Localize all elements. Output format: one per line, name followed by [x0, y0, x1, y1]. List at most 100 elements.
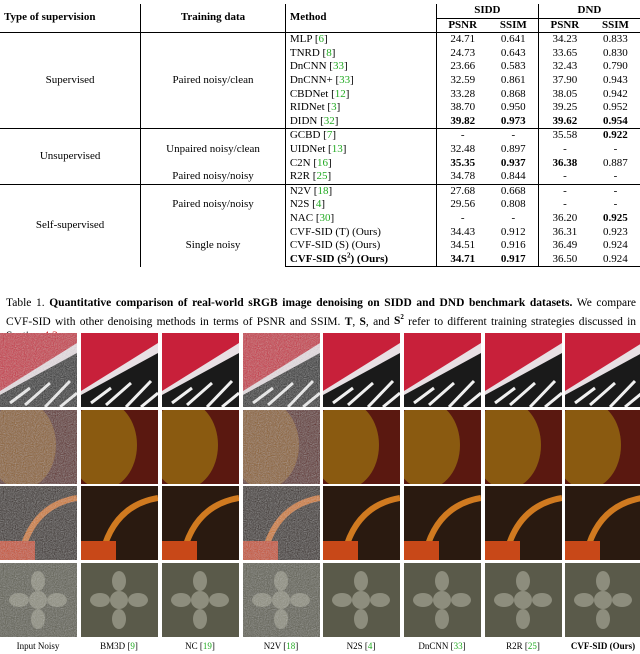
sidd-psnr: 32.59 [450, 73, 476, 86]
dnd-ssim: 0.923 [603, 225, 628, 238]
training-paired-noisy-clean: Paired noisy/clean [140, 32, 286, 129]
sidd-ssim: 0.808 [488, 198, 539, 212]
sidd-psnr: 35.35 [450, 156, 476, 169]
table-row: CVF-SID (S) (Ours) 34.51 0.916 36.49 0.9… [0, 239, 640, 253]
sidd-psnr: 34.78 [450, 170, 476, 183]
sidd-ssim: 0.897 [488, 142, 539, 157]
image-label: R2R [25] [506, 641, 540, 651]
sidd-ssim: 0.973 [488, 114, 539, 129]
patch-image [162, 486, 239, 560]
image-label: N2V [18] [263, 641, 299, 651]
method-cell: N2S [4] [285, 198, 437, 212]
sidd-ssim: 0.583 [488, 60, 539, 74]
dnd-ssim: 0.942 [603, 87, 628, 100]
header-training-data: Training data [140, 4, 286, 33]
patch-image [323, 486, 400, 560]
dnd-ssim: 0.833 [590, 32, 640, 47]
sidd-psnr: 23.66 [450, 60, 476, 73]
patch-image [565, 486, 640, 560]
comparison-image-grid [0, 333, 640, 639]
sidd-ssim: 0.868 [488, 87, 539, 102]
dnd-psnr: 36.38 [552, 156, 578, 169]
sidd-psnr: 24.71 [436, 32, 489, 47]
patch-image [485, 486, 562, 560]
image-label: N2S [4] [346, 641, 376, 651]
dnd-psnr: - [563, 142, 567, 155]
sidd-psnr: 38.70 [450, 101, 476, 114]
dnd-psnr: 38.05 [552, 87, 578, 100]
dnd-psnr: 36.49 [552, 239, 578, 252]
sidd-psnr: 24.73 [450, 46, 476, 59]
group-supervised: Supervised [0, 32, 142, 129]
dnd-psnr: 35.58 [538, 128, 591, 143]
sidd-ssim: 0.950 [488, 101, 539, 115]
table-row: Supervised Paired noisy/clean MLP [6] 24… [0, 32, 640, 129]
header-sidd: SIDD [436, 4, 539, 19]
patch-image [243, 486, 320, 560]
patch-image [243, 410, 320, 484]
sidd-psnr: 34.51 [450, 239, 476, 252]
method-cell: NAC [30] [285, 211, 437, 226]
method-cell: CVF-SID (S) (Ours) [285, 239, 437, 253]
header-dnd-psnr: PSNR [538, 17, 591, 33]
patch-image [323, 410, 400, 484]
method-cell: CVF-SID (S2) (Ours) [285, 252, 437, 268]
patch-image [404, 410, 481, 484]
table-row: CBDNet [12] 33.28 0.868 38.05 0.942 [0, 87, 640, 102]
dnd-ssim: 0.925 [603, 211, 628, 224]
image-label: BM3D [9] [100, 641, 138, 651]
image-label: NC [19] [185, 641, 215, 651]
table-row: C2N [16] 35.35 0.937 36.38 0.887 [0, 156, 640, 171]
method-cell: GCBD [7] [285, 128, 437, 143]
table-row: NAC [30] - - 36.20 0.925 [0, 211, 640, 226]
patch-image [162, 563, 239, 637]
patch-image [565, 563, 640, 637]
dnd-psnr: 32.43 [552, 60, 578, 73]
image-label: DnCNN [33] [418, 641, 466, 651]
header-sidd-psnr: PSNR [436, 17, 489, 33]
sidd-ssim: 0.916 [488, 239, 539, 253]
dnd-ssim: 0.830 [603, 46, 628, 59]
table-row: RIDNet [3] 38.70 0.950 39.25 0.952 [0, 101, 640, 115]
header-method: Method [285, 4, 437, 33]
table-row: Self-supervised Paired noisy/noisy N2V [… [0, 183, 640, 267]
patch-image [243, 563, 320, 637]
patch-image [485, 333, 562, 407]
patch-image [404, 486, 481, 560]
table-row: TNRD [8] 24.73 0.643 33.65 0.830 [0, 46, 640, 61]
patch-image [485, 563, 562, 637]
dnd-ssim: - [613, 142, 618, 155]
method-cell: DIDN [32] [285, 114, 437, 129]
method-cell: CBDNet [12] [285, 87, 437, 102]
training-paired-noisy-noisy: Paired noisy/noisy [140, 170, 286, 185]
patch-image [81, 486, 158, 560]
dnd-ssim: 0.952 [603, 101, 628, 114]
patch-image [0, 410, 77, 484]
sidd-ssim: 0.861 [488, 73, 539, 88]
method-cell: N2V [18] [285, 183, 437, 199]
sidd-ssim: 0.844 [488, 170, 539, 185]
sidd-psnr: 32.48 [450, 142, 476, 155]
method-cell: DnCNN [33] [285, 60, 437, 74]
table-row: Single noisy CVF-SID (T) (Ours) 34.43 0.… [0, 225, 640, 267]
patch-image [0, 563, 77, 637]
patch-image [565, 333, 640, 407]
patch-image [485, 410, 562, 484]
image-label: Input Noisy [16, 641, 60, 651]
table-row: DnCNN+ [33] 32.59 0.861 37.90 0.943 [0, 73, 640, 88]
table-row: Paired noisy/noisy R2R [25] 34.78 0.844 … [0, 170, 640, 185]
results-table: Type of supervision Training data Method… [0, 4, 640, 268]
training-single-noisy: Single noisy [140, 225, 286, 267]
method-cell: MLP [6] [285, 32, 437, 47]
method-cell: RIDNet [3] [285, 101, 437, 115]
patch-image [81, 333, 158, 407]
patch-image [404, 563, 481, 637]
sidd-ssim: 0.917 [488, 252, 539, 268]
patch-image [0, 333, 77, 407]
sidd-psnr: 39.82 [450, 114, 476, 127]
dnd-psnr: 39.62 [552, 114, 578, 127]
method-cell: R2R [25] [285, 170, 437, 185]
dnd-psnr: 36.50 [538, 252, 591, 268]
sidd-ssim: - [488, 211, 539, 226]
training-unpaired-noisy-clean: Unpaired noisy/clean [140, 128, 286, 171]
